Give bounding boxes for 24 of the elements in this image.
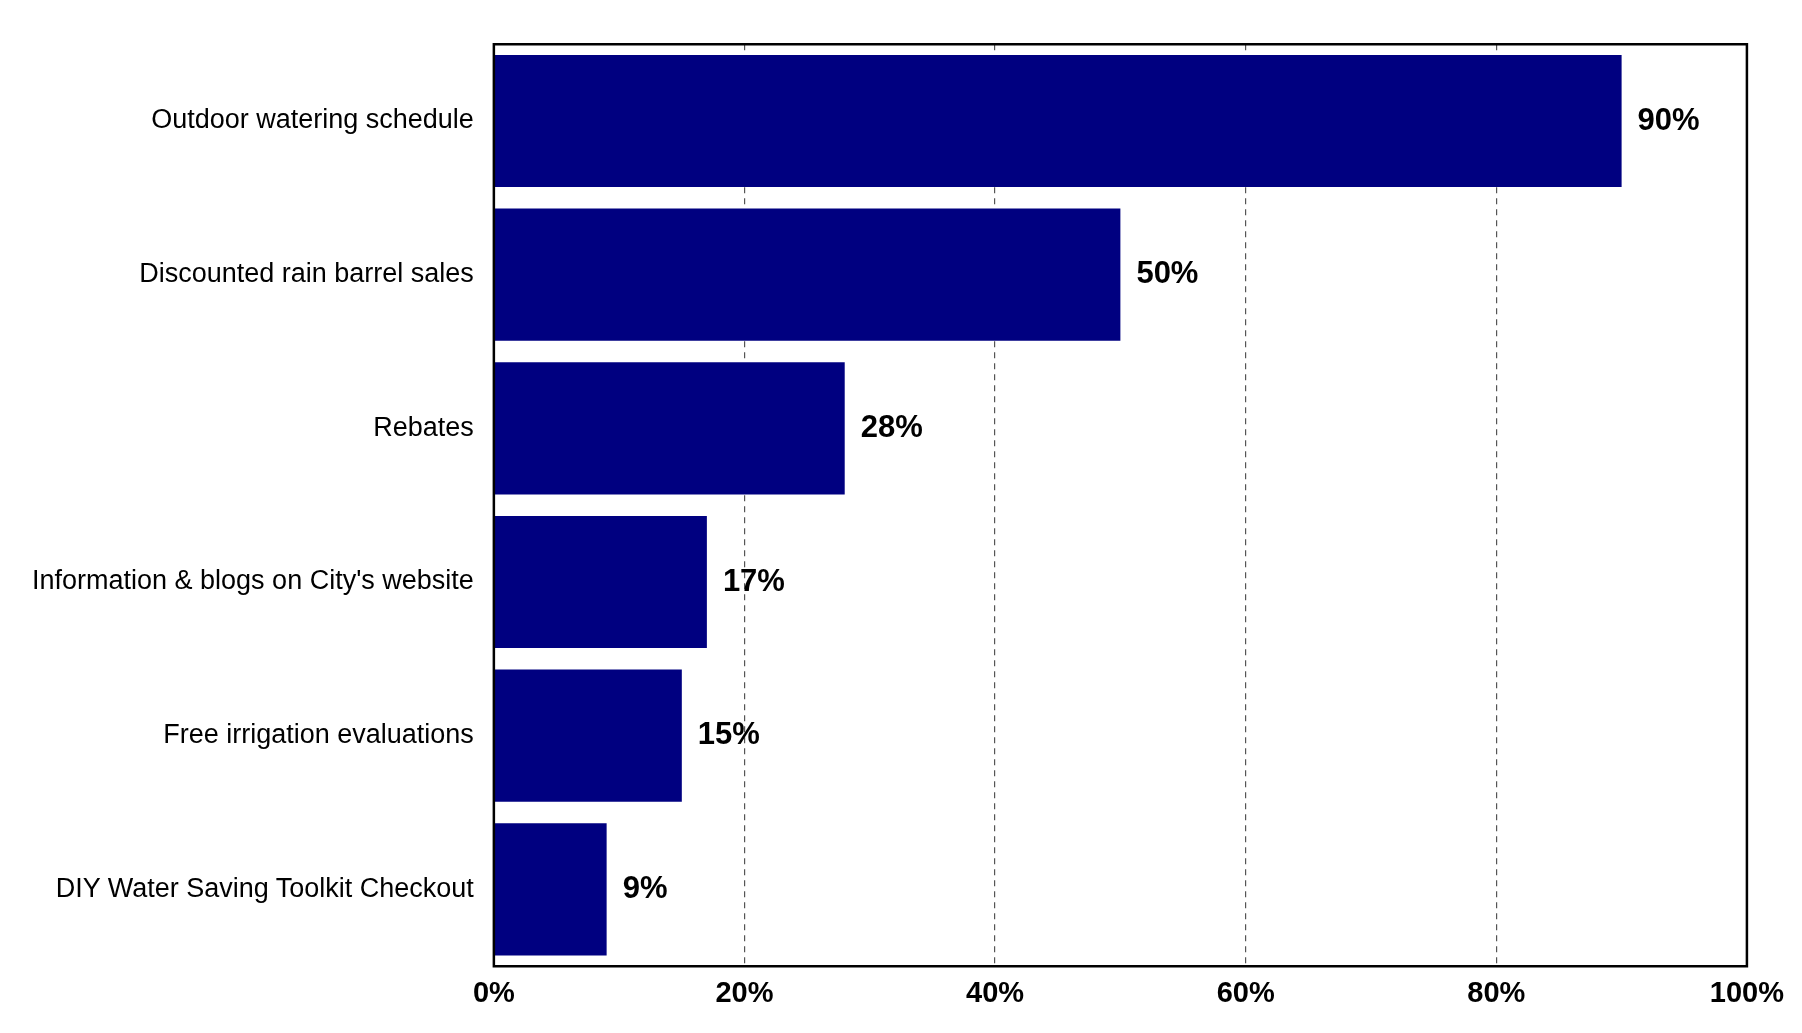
x-tick-label: 80% — [1467, 975, 1526, 1008]
y-tick-label: DIY Water Saving Toolkit Checkout — [55, 872, 475, 903]
x-tick-label: 20% — [715, 975, 774, 1008]
data-label: 9% — [622, 869, 668, 905]
y-tick-label: Rebates — [373, 411, 474, 442]
y-tick-label: Information & blogs on City's website — [31, 565, 474, 596]
bar — [494, 515, 707, 649]
y-tick-label: Discounted rain barrel sales — [139, 258, 474, 289]
data-label: 28% — [860, 408, 923, 444]
bar — [494, 669, 682, 802]
data-label: 90% — [1637, 101, 1700, 137]
bar — [494, 823, 607, 956]
y-tick-label: Outdoor watering schedule — [151, 104, 474, 135]
data-label: 15% — [697, 716, 760, 752]
bar — [494, 54, 1622, 188]
bar — [494, 208, 1121, 341]
data-label: 50% — [1136, 255, 1199, 291]
x-tick-label: 100% — [1709, 975, 1785, 1008]
x-tick-label: 0% — [472, 975, 516, 1008]
bar — [494, 362, 845, 495]
x-tick-label: 60% — [1216, 975, 1275, 1008]
x-tick-label: 40% — [966, 975, 1025, 1008]
y-tick-label: Free irrigation evaluations — [163, 719, 474, 750]
data-label: 17% — [722, 562, 785, 598]
